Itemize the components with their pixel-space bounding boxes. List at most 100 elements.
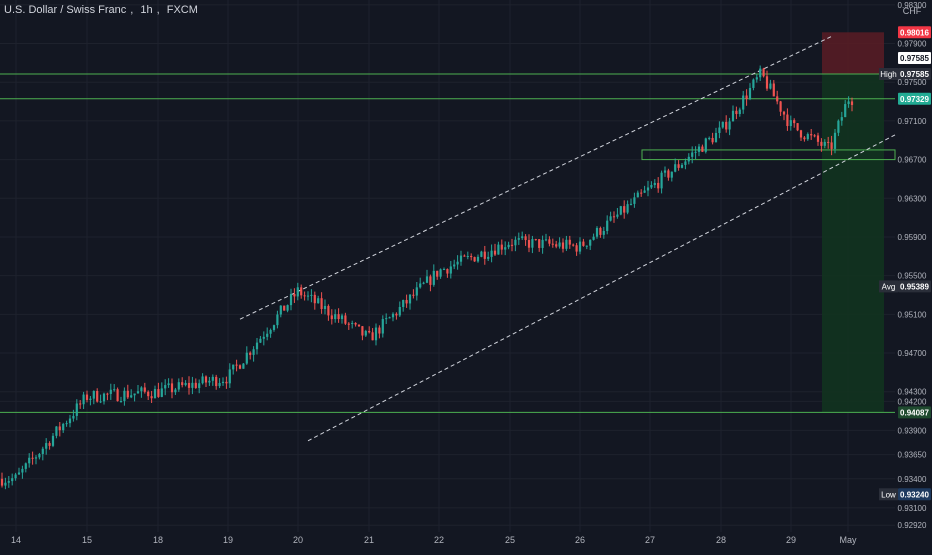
candle-body — [694, 151, 697, 153]
candle-body — [402, 299, 405, 307]
low-label-bg — [879, 488, 898, 501]
candle-body — [500, 244, 503, 250]
candle-body — [850, 101, 854, 105]
candle-body — [371, 332, 374, 341]
candle-body — [187, 382, 191, 388]
interval-label[interactable]: 1h — [140, 4, 153, 16]
candle-body — [143, 387, 146, 392]
candle-body — [310, 294, 313, 296]
candle-body — [442, 269, 446, 271]
candle-body — [592, 236, 595, 240]
candle-body — [255, 342, 259, 350]
candle-body — [667, 170, 670, 178]
y-tick-label: 0.97500 — [898, 78, 927, 87]
candle-body — [79, 403, 82, 405]
symbol-title[interactable]: U.S. Dollar / Swiss Franc, 1h, FXCM — [4, 4, 198, 16]
candle-body — [813, 135, 816, 137]
candle-body — [636, 192, 639, 198]
target-zone — [822, 73, 884, 413]
candle-body — [602, 230, 605, 235]
candle-body — [340, 315, 344, 320]
candle-body — [68, 418, 72, 424]
candle-body — [354, 322, 357, 325]
candle-body — [687, 156, 690, 162]
candle-body — [72, 415, 75, 419]
candle-body — [24, 463, 27, 469]
candle-body — [238, 365, 242, 369]
candle-body — [830, 142, 833, 149]
candle-body — [514, 239, 517, 246]
candle-body — [34, 457, 38, 459]
candle-body — [691, 152, 694, 157]
candle-body — [412, 294, 415, 296]
candle-body — [823, 141, 826, 146]
candle-body — [619, 206, 622, 215]
candle-body — [490, 250, 493, 257]
y-tick-label: 0.94300 — [898, 388, 927, 397]
candle-body — [521, 236, 524, 239]
candle-body — [680, 164, 684, 168]
candle-body — [568, 239, 571, 245]
candle-body — [585, 245, 588, 247]
candle-body — [704, 138, 707, 152]
candle-body — [211, 376, 214, 381]
candle-body — [609, 216, 612, 221]
candle-body — [262, 336, 265, 339]
candle-body — [38, 453, 41, 458]
x-tick-label: 15 — [82, 535, 92, 545]
x-tick-label: 25 — [505, 535, 515, 545]
candle-body — [517, 238, 520, 240]
candle-body — [470, 255, 473, 258]
candle-body — [714, 132, 718, 143]
candle-body — [551, 243, 554, 245]
x-tick-label: 26 — [575, 535, 585, 545]
candle-body — [306, 295, 310, 297]
candle-body — [283, 305, 286, 311]
candle-body — [674, 164, 677, 172]
candle-body — [323, 305, 327, 310]
reference-price-tag: 0.97585 — [900, 54, 929, 63]
candle-body — [153, 389, 157, 399]
candle-body — [41, 448, 44, 454]
candle-body — [245, 352, 248, 364]
candle-body — [415, 287, 418, 296]
candle-body — [646, 187, 650, 191]
exchange-label: FXCM — [166, 4, 198, 16]
candle-body — [92, 391, 95, 399]
candle-body — [82, 394, 85, 405]
candle-body — [616, 214, 619, 217]
y-tick-label: 0.94700 — [898, 349, 927, 358]
candle-body — [51, 435, 55, 446]
candle-body — [21, 468, 24, 473]
candle-body — [803, 137, 806, 140]
high-label: High — [880, 70, 896, 79]
candle-body — [793, 120, 796, 124]
x-tick-label: 21 — [364, 535, 374, 545]
candle-body — [799, 130, 803, 138]
candle-body — [419, 283, 422, 288]
candle-body — [755, 77, 758, 80]
candle-body — [215, 376, 218, 387]
candle-body — [123, 390, 126, 402]
candle-body — [759, 68, 762, 78]
candle-body — [330, 315, 333, 320]
candle-body — [296, 287, 299, 297]
candle-body — [14, 474, 17, 479]
candle-body — [565, 239, 568, 249]
candle-body — [289, 294, 293, 306]
position-zones — [822, 32, 884, 413]
candle-body — [762, 68, 765, 77]
candle-body — [844, 104, 847, 118]
candle-body — [272, 325, 276, 330]
candle-body — [126, 390, 129, 398]
candle-body — [320, 298, 323, 310]
y-tick-label: 0.93400 — [898, 475, 927, 484]
candle-body — [847, 101, 850, 105]
candles — [0, 65, 854, 490]
candle-body — [578, 241, 582, 252]
candle-body — [653, 182, 656, 186]
price-axis — [879, 26, 931, 501]
symbol-name: U.S. Dollar / Swiss Franc — [4, 4, 127, 16]
